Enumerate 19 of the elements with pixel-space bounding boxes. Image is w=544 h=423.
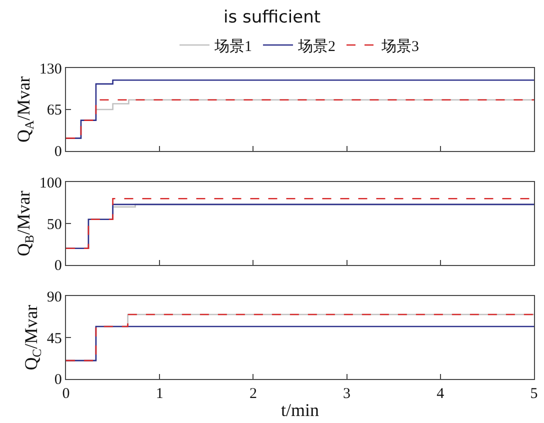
x-tick-label: 5 (530, 386, 538, 402)
y-tick-label: 130 (39, 61, 62, 78)
y-tick-label: 50 (46, 216, 62, 233)
y-tick-label: 100 (39, 175, 62, 192)
x-axis-title: t/min (280, 400, 320, 420)
x-tick-label: 1 (156, 386, 164, 402)
legend-label: 场景2 (297, 38, 336, 55)
y-tick-label: 65 (46, 102, 62, 119)
y-tick-label: 0 (54, 144, 62, 160)
y-tick-label: 0 (54, 258, 62, 274)
legend-label: 场景3 (380, 38, 419, 55)
legend-label: 场景1 (214, 38, 252, 55)
y-tick-label: 90 (46, 289, 62, 306)
x-tick-label: 3 (343, 386, 351, 402)
x-tick-label: 4 (436, 386, 445, 402)
chart-title: is sufficient (223, 7, 321, 28)
y-tick-label: 45 (46, 330, 62, 347)
x-tick-label: 2 (249, 386, 257, 402)
y-tick-label: 0 (54, 372, 62, 388)
